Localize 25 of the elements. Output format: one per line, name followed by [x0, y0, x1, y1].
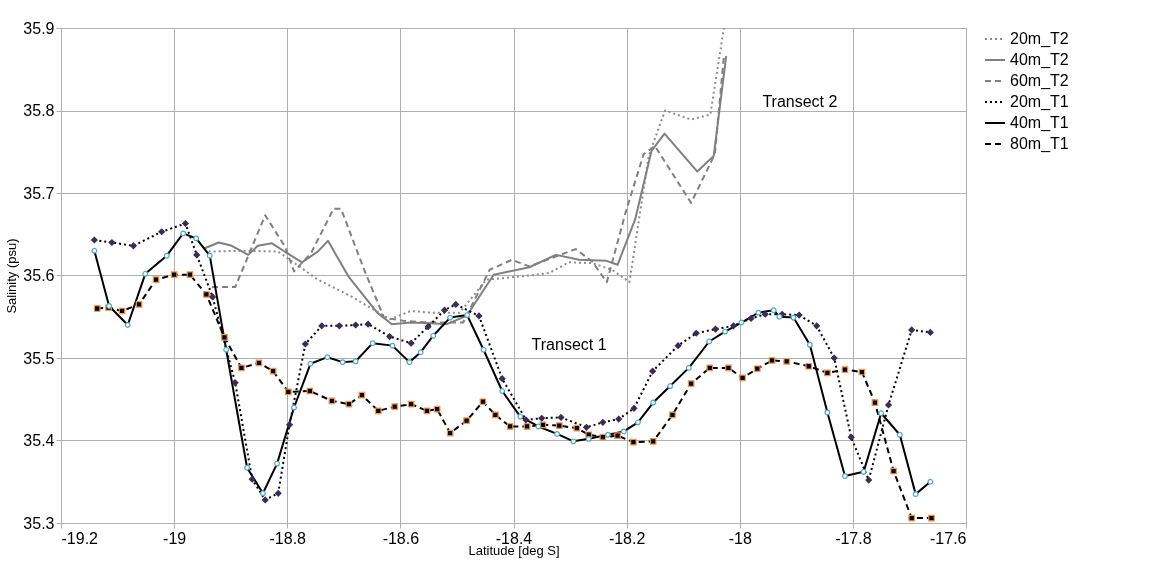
x-tick-label: -17.8: [835, 529, 872, 547]
y-tick-label: 35.3: [23, 514, 55, 532]
legend-label: 60m_T2: [1010, 72, 1069, 90]
x-tick-label: -18: [728, 529, 752, 547]
x-tick-label: -19.2: [61, 529, 99, 547]
y-axis-title: Salinity (psu): [4, 238, 20, 314]
y-tick-label: 35.8: [23, 102, 55, 119]
y-tick-label: 35.7: [23, 184, 55, 202]
y-tick-label: 35.5: [23, 349, 55, 367]
legend-label: 20m_T1: [1010, 93, 1069, 111]
annotation: Transect 2: [762, 93, 838, 111]
legend-label: 80m_T1: [1010, 135, 1069, 153]
legend-label: 40m_T2: [1010, 51, 1069, 69]
y-tick-label: 35.6: [23, 267, 55, 284]
x-tick-label: -19: [163, 529, 187, 547]
x-tick-label: -18.8: [269, 529, 307, 547]
x-tick-label: -18.6: [382, 529, 420, 547]
x-tick-label: -18.2: [608, 529, 646, 547]
legend-label: 20m_T2: [1010, 30, 1069, 48]
x-tick-label: -17.6: [930, 529, 967, 547]
legend-label: 40m_T1: [1010, 114, 1069, 132]
annotation: Transect 1: [531, 335, 607, 353]
y-tick-label: 35.9: [23, 19, 55, 37]
x-tick-label: -18.4: [495, 529, 533, 547]
y-tick-label: 35.4: [23, 432, 55, 449]
